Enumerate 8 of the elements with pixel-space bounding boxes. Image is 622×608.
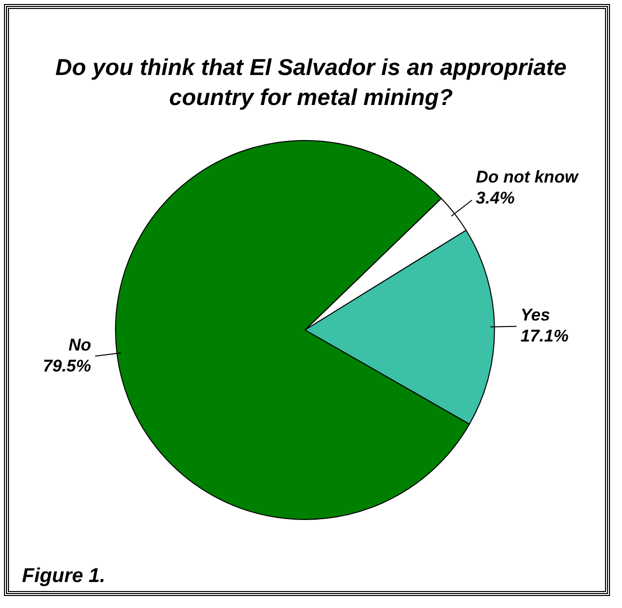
data-label: 79.5%	[42, 356, 92, 376]
slice-label: Do not know	[476, 167, 580, 186]
slice-label: No	[68, 335, 92, 354]
caption: Figure 1.	[22, 565, 106, 588]
data-label: 3.4%	[476, 188, 515, 208]
data-label: 17.1%	[520, 326, 569, 346]
slice-label: Yes	[520, 306, 550, 325]
chart-title: Do you think that El Salvador is an appropriate country for metal mining?	[54, 53, 568, 112]
